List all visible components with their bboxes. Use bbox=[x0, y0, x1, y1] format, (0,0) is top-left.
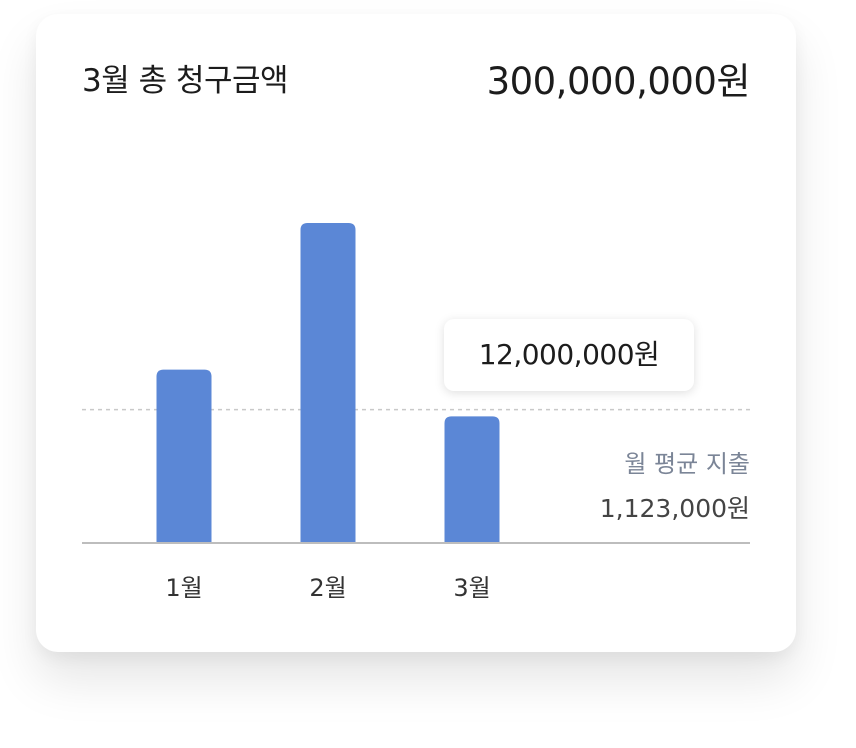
x-tick-labels: 1월 2월 3월 bbox=[165, 574, 490, 602]
bar-3[interactable] bbox=[444, 416, 500, 543]
bar-2[interactable] bbox=[300, 223, 356, 543]
card-title: 3월 총 청구금액 bbox=[82, 63, 289, 99]
x-tick-label: 2월 bbox=[309, 574, 346, 602]
billing-card: 3월 총 청구금액 300,000,000원 1월 2월 3월 12,000,000… bbox=[36, 14, 796, 652]
average-value: 1,123,000원 bbox=[599, 494, 750, 523]
x-tick-label: 1월 bbox=[165, 574, 202, 602]
bar-chart: 1월 2월 3월 bbox=[82, 223, 750, 602]
value-tooltip: 12,000,000원 bbox=[444, 319, 694, 391]
bars-group bbox=[156, 223, 500, 543]
average-label: 월 평균 지출 bbox=[624, 450, 750, 478]
total-amount: 300,000,000원 bbox=[486, 60, 751, 103]
bar-1[interactable] bbox=[156, 369, 212, 543]
x-tick-label: 3월 bbox=[453, 574, 490, 602]
